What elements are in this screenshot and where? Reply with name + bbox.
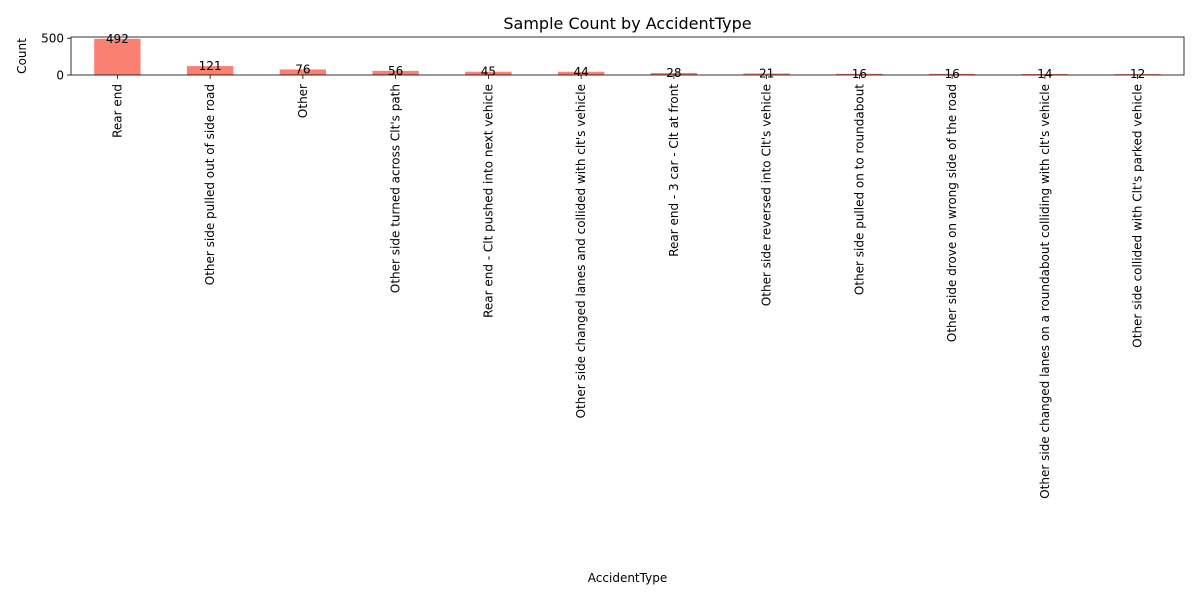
- bar-value-label: 121: [199, 59, 222, 73]
- plot-area-frame: [70, 36, 1185, 76]
- x-tick-label: Other side drove on wrong side of the ro…: [945, 84, 959, 342]
- x-tick-label: Other side changed lanes on a roundabout…: [1038, 84, 1052, 499]
- bar-value-label: 21: [759, 66, 774, 80]
- x-tick-label: Other side collided with Clt's parked ve…: [1131, 84, 1145, 348]
- y-tick-label: 0: [56, 69, 64, 83]
- bar: [465, 71, 512, 75]
- x-tick-label: Rear end: [110, 84, 124, 138]
- bar: [279, 69, 327, 75]
- bar-value-label: 56: [388, 64, 403, 78]
- bar-value-label: 492: [106, 32, 129, 46]
- y-tick-label: 500: [41, 32, 64, 46]
- x-tick-label: Other: [296, 84, 310, 118]
- bar: [928, 73, 976, 75]
- bar: [1021, 73, 1069, 75]
- x-tick-label: Other side pulled out of side road: [203, 84, 217, 285]
- bars-group: [94, 38, 1161, 75]
- bar: [372, 70, 419, 75]
- bar: [557, 71, 605, 75]
- bar-value-label: 12: [1130, 67, 1145, 81]
- bar-value-label: 16: [944, 67, 959, 81]
- x-tick-label: Rear end - Clt pushed into next vehicle: [481, 84, 495, 318]
- y-ticks-group: 0 500: [41, 32, 71, 83]
- x-tick-label: Other side turned across Clt's path: [389, 84, 403, 293]
- x-tick-label: Other side changed lanes and collided wi…: [574, 84, 588, 418]
- x-tick-label: Other side pulled on to roundabout: [852, 84, 866, 295]
- y-axis-label: Count: [15, 38, 29, 74]
- bar: [836, 73, 883, 75]
- bar: [650, 72, 698, 75]
- x-tick-label: Rear end - 3 car - Clt at front: [667, 84, 681, 257]
- bar-value-label: 76: [295, 62, 310, 76]
- bar-value-label: 28: [666, 66, 681, 80]
- chart-title: Sample Count by AccidentType: [503, 14, 751, 33]
- bar-value-label: 16: [852, 67, 867, 81]
- x-ticks-group: Rear end Other side pulled out of side ro…: [110, 75, 1145, 499]
- bar: [186, 66, 234, 75]
- bar: [743, 73, 790, 75]
- bar: [1114, 74, 1161, 75]
- bar-value-label: 14: [1037, 67, 1052, 81]
- x-axis-label: AccidentType: [588, 571, 667, 585]
- x-tick-label: Other side reversed into Clt's vehicle: [760, 84, 774, 306]
- bar: [94, 38, 141, 75]
